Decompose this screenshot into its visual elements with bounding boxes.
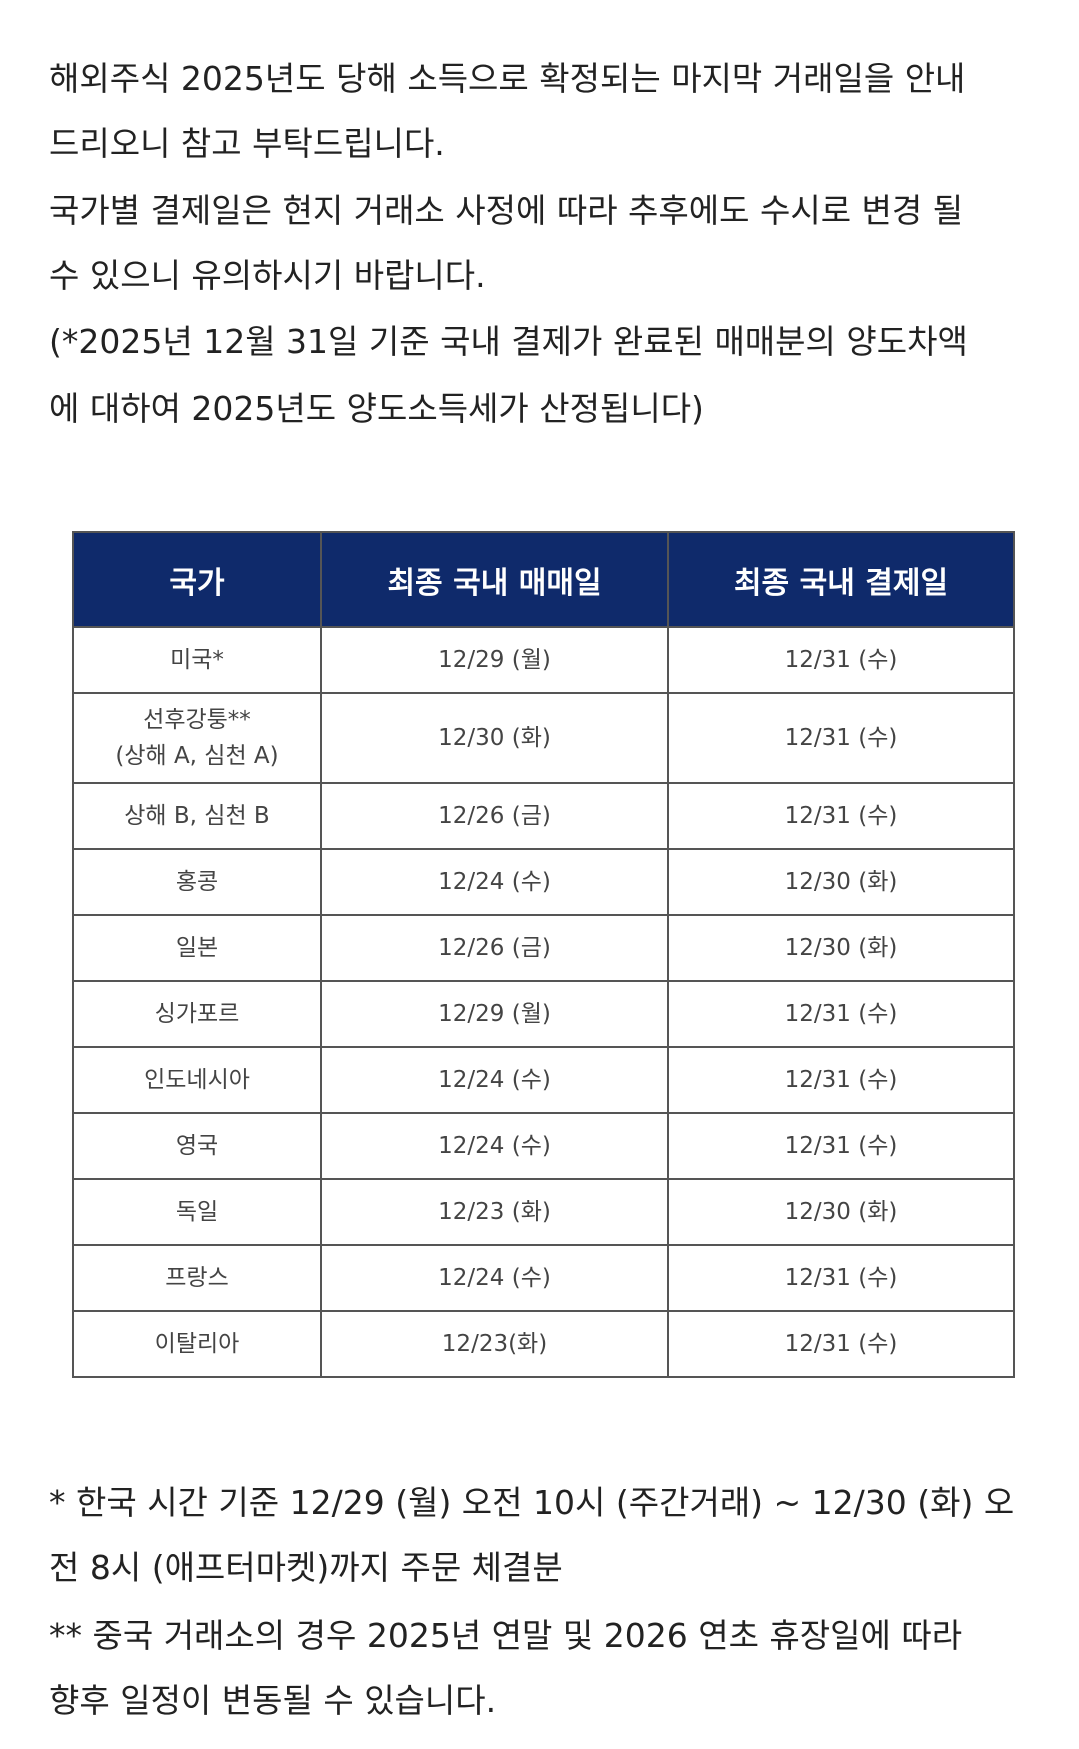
- table-cell: 싱가포르: [72, 980, 322, 1048]
- table-cell: 12/23(화): [320, 1310, 669, 1378]
- intro-line: (*2025년 12월 31일 기준 국내 결제가 완료된 매매분의 양도차액: [49, 322, 968, 361]
- table-cell: 12/31 (수): [667, 1046, 1015, 1114]
- table-cell: 일본: [72, 914, 322, 982]
- footnote-line: * 한국 시간 기준 12/29 (월) 오전 10시 (주간거래) ~ 12/…: [49, 1483, 1015, 1522]
- table-cell: 12/30 (화): [667, 848, 1015, 916]
- table-cell: 12/31 (수): [667, 980, 1015, 1048]
- table-cell: 선후강퉁** (상해 A, 심천 A): [72, 692, 322, 784]
- cell-line: 선후강퉁**: [143, 707, 251, 733]
- table-row: 영국 12/24 (수) 12/31 (수): [72, 1112, 1015, 1180]
- table-cell: 12/29 (월): [320, 626, 669, 694]
- table-cell: 독일: [72, 1178, 322, 1246]
- table-row: 프랑스 12/24 (수) 12/31 (수): [72, 1244, 1015, 1312]
- table-cell: 12/23 (화): [320, 1178, 669, 1246]
- footnote-line: 전 8시 (애프터마켓)까지 주문 체결분: [49, 1548, 563, 1587]
- table-row: 선후강퉁** (상해 A, 심천 A) 12/30 (화) 12/31 (수): [72, 692, 1015, 784]
- table-cell: 12/24 (수): [320, 848, 669, 916]
- table-cell: 12/30 (화): [667, 914, 1015, 982]
- header-cell: 최종 국내 매매일: [320, 531, 669, 628]
- table-cell: 12/29 (월): [320, 980, 669, 1048]
- cell-line: (상해 A, 심천 A): [115, 743, 279, 769]
- intro-line: 에 대하여 2025년도 양도소득세가 산정됩니다): [49, 389, 704, 428]
- table-cell: 인도네시아: [72, 1046, 322, 1114]
- table-cell: 12/24 (수): [320, 1046, 669, 1114]
- footnote-line: ** 중국 거래소의 경우 2025년 연말 및 2026 연초 휴장일에 따라: [49, 1616, 963, 1655]
- table-cell: 12/30 (화): [320, 692, 669, 784]
- table-row: 상해 B, 심천 B 12/26 (금) 12/31 (수): [72, 782, 1015, 850]
- intro-line: 드리오니 참고 부탁드립니다.: [49, 124, 445, 163]
- table-row: 홍콩 12/24 (수) 12/30 (화): [72, 848, 1015, 916]
- header-cell: 국가: [72, 531, 322, 628]
- intro-line: 수 있으니 유의하시기 바랍니다.: [49, 256, 486, 295]
- intro-line: 국가별 결제일은 현지 거래소 사정에 따라 추후에도 수시로 변경 될: [49, 191, 964, 230]
- table-cell: 12/31 (수): [667, 1310, 1015, 1378]
- table-cell: 미국*: [72, 626, 322, 694]
- table-body: 미국* 12/29 (월) 12/31 (수) 선후강퉁** (상해 A, 심천 A) 1…: [72, 626, 1015, 1378]
- table-cell: 프랑스: [72, 1244, 322, 1312]
- table-row: 이탈리아 12/23(화) 12/31 (수): [72, 1310, 1015, 1378]
- schedule-table: 국가 최종 국내 매매일 최종 국내 결제일 미국* 12/29 (월) 12/31 (…: [72, 531, 1015, 1378]
- table-cell: 이탈리아: [72, 1310, 322, 1378]
- table-row: 일본 12/26 (금) 12/30 (화): [72, 914, 1015, 982]
- table-cell: 12/26 (금): [320, 914, 669, 982]
- table-cell: 12/31 (수): [667, 782, 1015, 850]
- table-row: 싱가포르 12/29 (월) 12/31 (수): [72, 980, 1015, 1048]
- table-row: 미국* 12/29 (월) 12/31 (수): [72, 626, 1015, 694]
- table-cell: 12/31 (수): [667, 1112, 1015, 1180]
- table-cell: 12/30 (화): [667, 1178, 1015, 1246]
- table-row: 인도네시아 12/24 (수) 12/31 (수): [72, 1046, 1015, 1114]
- table-cell: 12/31 (수): [667, 626, 1015, 694]
- table-row: 독일 12/23 (화) 12/30 (화): [72, 1178, 1015, 1246]
- table-cell: 영국: [72, 1112, 322, 1180]
- table-cell: 12/24 (수): [320, 1112, 669, 1180]
- table-cell: 홍콩: [72, 848, 322, 916]
- table-cell: 12/31 (수): [667, 692, 1015, 784]
- header-row: 국가 최종 국내 매매일 최종 국내 결제일: [72, 531, 1015, 628]
- table-cell: 12/26 (금): [320, 782, 669, 850]
- intro-line: 해외주식 2025년도 당해 소득으로 확정되는 마지막 거래일을 안내: [49, 59, 966, 98]
- footnote-line: 향후 일정이 변동될 수 있습니다.: [49, 1681, 497, 1720]
- table-cell: 상해 B, 심천 B: [72, 782, 322, 850]
- table-cell: 12/31 (수): [667, 1244, 1015, 1312]
- header-cell: 최종 국내 결제일: [667, 531, 1015, 628]
- table-cell: 12/24 (수): [320, 1244, 669, 1312]
